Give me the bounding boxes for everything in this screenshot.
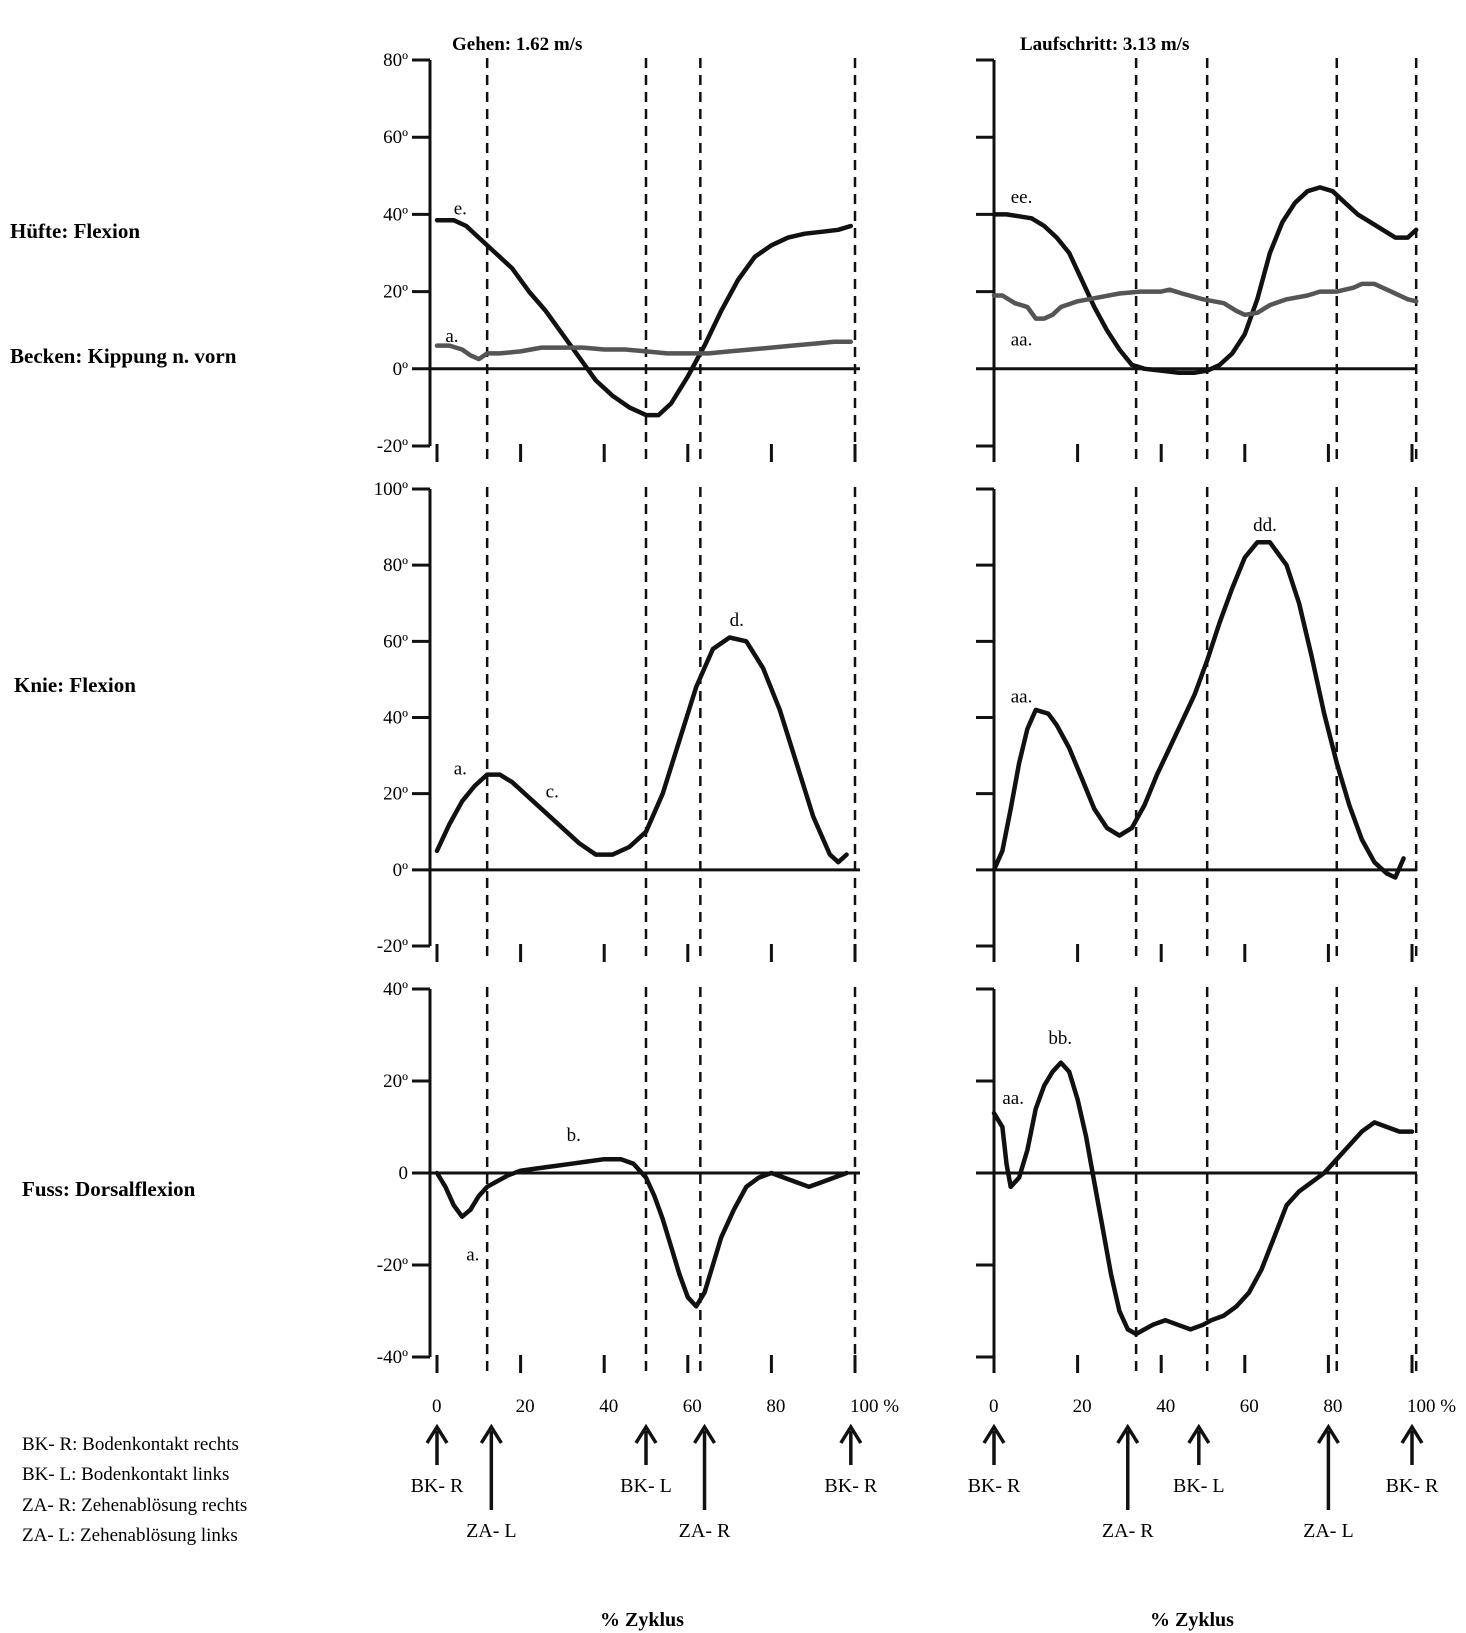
- row-label-knee: Knie: Flexion: [14, 673, 136, 697]
- annotation-label: c.: [546, 781, 559, 802]
- y-tick-label: 40º: [383, 204, 408, 225]
- event-arrowhead: [425, 1423, 449, 1444]
- event-label: BK- R: [968, 1475, 1021, 1497]
- x-tick-label: 20: [1073, 1396, 1092, 1417]
- row-label-ankle: Fuss: Dorsalflexion: [22, 1177, 196, 1201]
- x-tick-label: 40: [599, 1396, 618, 1417]
- x-tick-label: 100 %: [850, 1396, 899, 1417]
- annotation-label: dd.: [1253, 515, 1277, 536]
- annotation-label: d.: [730, 610, 744, 631]
- y-tick-label: 20º: [383, 784, 408, 805]
- annotation-label: aa.: [1002, 1088, 1024, 1109]
- y-tick-label: 60º: [383, 127, 408, 148]
- event-label: BK- L: [620, 1475, 672, 1497]
- x-tick-label: 100 %: [1407, 1396, 1456, 1417]
- legend-item-za-r: ZA- R: Zehenablösung rechts: [22, 1495, 247, 1516]
- x-tick-label: 0: [432, 1396, 442, 1417]
- legend-item-za-l: ZA- L: Zehenablösung links: [22, 1525, 238, 1546]
- y-tick-label: 40º: [383, 979, 408, 1000]
- x-tick-label: 80: [1323, 1396, 1342, 1417]
- y-tick-label: -40º: [377, 1347, 408, 1368]
- annotation-label: a.: [466, 1244, 479, 1265]
- panel-hip-pelvis-run: ee. aa.: [976, 58, 1419, 462]
- column-title-walk: Gehen: 1.62 m/s: [452, 34, 582, 55]
- panels-layer: 80º 60º 40º 20º 0º -20º e. a. ee. aa. 100º 80º 60º 40…: [374, 50, 1419, 1373]
- event-label: BK- R: [1386, 1475, 1439, 1497]
- y-tick-label: 0º: [393, 860, 409, 881]
- event-arrowhead: [634, 1423, 658, 1444]
- series-line: [991, 1060, 1415, 1337]
- annotation-label: aa.: [1011, 686, 1033, 707]
- event-label: ZA- L: [1303, 1520, 1354, 1542]
- x-tick-label: 80: [766, 1396, 785, 1417]
- panel-ankle-walk: 40º 20º 0 -20º -40º a. b.: [377, 979, 860, 1373]
- panel-hip-pelvis-walk: 80º 60º 40º 20º 0º -20º e. a.: [377, 50, 860, 462]
- y-tick-label: 20º: [383, 1071, 408, 1092]
- y-tick-label: -20º: [377, 936, 408, 957]
- x-tick-label: 0: [989, 1396, 999, 1417]
- y-tick-label: 0: [399, 1163, 409, 1184]
- series-line: [434, 339, 854, 362]
- x-axis-title-run: % Zyklus: [1150, 1609, 1234, 1631]
- x-tick-label: 60: [1240, 1396, 1259, 1417]
- row-label-hip: Hüfte: Flexion: [10, 219, 140, 243]
- y-tick-label: 60º: [383, 631, 408, 652]
- annotation-label: bb.: [1048, 1028, 1072, 1049]
- legend-item-bk-r: BK- R: Bodenkontakt rechts: [22, 1434, 239, 1455]
- event-label: ZA- L: [466, 1520, 517, 1542]
- event-arrowhead: [693, 1423, 717, 1444]
- event-arrowhead: [839, 1423, 863, 1444]
- y-tick-label: 80º: [383, 555, 408, 576]
- series-line: [991, 281, 1419, 321]
- event-label: ZA- R: [1102, 1520, 1154, 1542]
- x-tick-label: 20: [516, 1396, 535, 1417]
- event-arrowhead: [1400, 1423, 1424, 1444]
- y-tick-label: 80º: [383, 50, 408, 71]
- event-arrowhead: [1187, 1423, 1211, 1444]
- series-line: [434, 1156, 849, 1309]
- x-tick-label: 40: [1156, 1396, 1175, 1417]
- annotation-label: aa.: [1011, 330, 1033, 351]
- annotation-label: b.: [567, 1125, 581, 1146]
- series-line: [991, 540, 1406, 880]
- event-label: BK- R: [824, 1475, 877, 1497]
- event-arrowhead: [1316, 1423, 1340, 1444]
- event-arrowhead: [982, 1423, 1006, 1444]
- event-label: BK- R: [411, 1475, 464, 1497]
- x-tick-label: 60: [683, 1396, 702, 1417]
- series-line: [991, 185, 1419, 375]
- column-title-run: Laufschritt: 3.13 m/s: [1020, 34, 1189, 55]
- y-tick-label: 20º: [383, 282, 408, 303]
- y-tick-label: 100º: [374, 479, 409, 500]
- annotation-label: e.: [454, 198, 467, 219]
- event-arrowhead: [479, 1423, 503, 1444]
- annotation-label: a.: [445, 326, 458, 347]
- panel-knee-walk: 100º 80º 60º 40º 20º 0º -20º a. c. d.: [374, 479, 860, 962]
- panel-ankle-run: aa. bb.: [976, 987, 1418, 1373]
- y-tick-label: 0º: [393, 359, 409, 380]
- x-axis-title-walk: % Zyklus: [600, 1609, 684, 1631]
- annotation-label: a.: [454, 759, 467, 780]
- event-label: ZA- R: [679, 1520, 731, 1542]
- y-tick-label: -20º: [377, 1255, 408, 1276]
- event-arrowhead: [1116, 1423, 1140, 1444]
- series-line: [434, 635, 849, 865]
- panel-knee-run: aa. dd.: [976, 487, 1418, 962]
- annotation-label: ee.: [1011, 187, 1033, 208]
- y-tick-label: 40º: [383, 708, 408, 729]
- series-line: [434, 217, 854, 418]
- footer-layer: 0 20 40 60 80 100 % BK- R ZA- L BK- L ZA- R BK- R 0…: [411, 1396, 1457, 1542]
- y-tick-label: -20º: [377, 436, 408, 457]
- event-label: BK- L: [1173, 1475, 1225, 1497]
- row-label-pelvis: Becken: Kippung n. vorn: [10, 344, 237, 368]
- legend-item-bk-l: BK- L: Bodenkontakt links: [22, 1464, 229, 1485]
